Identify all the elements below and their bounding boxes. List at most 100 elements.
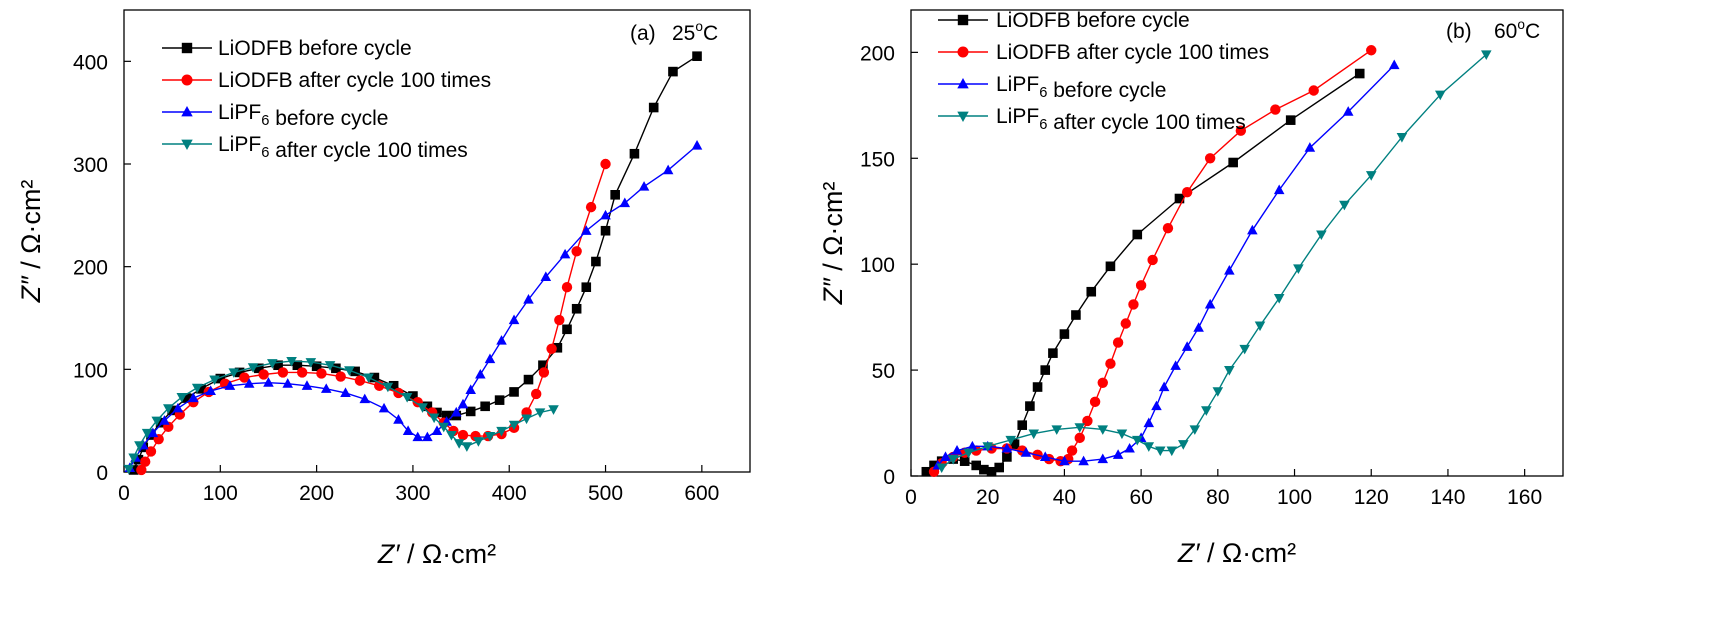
data-point	[1132, 435, 1143, 446]
data-point	[546, 343, 557, 354]
data-point	[548, 405, 559, 415]
data-point	[1189, 425, 1201, 435]
data-point	[258, 369, 269, 380]
legend-label: LiODFB after cycle 100 times	[218, 69, 491, 92]
data-point	[1105, 261, 1116, 272]
data-point	[638, 181, 650, 191]
data-point	[1059, 455, 1070, 466]
data-point	[1105, 358, 1116, 369]
data-point	[1158, 381, 1170, 392]
legend-entry: LiODFB before cycle	[938, 9, 1190, 32]
data-point	[378, 402, 390, 413]
x-tick-label: 140	[1430, 486, 1465, 509]
data-point	[243, 378, 255, 388]
y-axis-title: Z″ / Ω·cm²	[16, 180, 46, 304]
data-point	[600, 158, 611, 170]
data-point	[1193, 322, 1204, 332]
x-axis-title: Z′ / Ω·cm²	[377, 539, 496, 569]
data-point	[292, 360, 303, 371]
x-tick-label: 100	[1277, 486, 1312, 509]
data-point	[959, 456, 970, 466]
data-point	[450, 406, 462, 417]
data-point	[1254, 321, 1266, 332]
data-point	[191, 383, 203, 394]
data-point	[457, 398, 469, 409]
data-point	[1270, 104, 1281, 115]
data-point	[316, 368, 327, 379]
data-point	[453, 439, 465, 449]
data-point	[320, 383, 332, 393]
data-point	[1247, 224, 1258, 235]
data-point	[159, 415, 170, 425]
data-point	[139, 456, 151, 467]
data-point	[354, 375, 366, 386]
data-point	[1178, 440, 1189, 450]
plot-frame	[123, 9, 751, 473]
data-point	[496, 426, 507, 437]
y-tick-label: 0	[96, 462, 108, 485]
legend-label: LiPF6 before cycle	[218, 101, 388, 130]
data-point	[172, 402, 184, 413]
data-point	[163, 404, 174, 414]
data-point	[1235, 125, 1247, 136]
data-point	[1339, 200, 1350, 211]
data-point	[205, 385, 216, 395]
series-3	[932, 59, 1400, 470]
data-point	[282, 378, 294, 388]
data-point	[123, 464, 135, 475]
data-point	[344, 366, 355, 376]
data-point	[324, 361, 336, 371]
data-point	[979, 464, 989, 475]
data-point	[971, 460, 981, 471]
data-point	[580, 225, 592, 235]
data-point	[668, 66, 678, 77]
x-tick-label: 20	[976, 486, 999, 509]
data-point	[1135, 280, 1147, 291]
x-tick-label: 0	[905, 486, 917, 509]
data-point	[301, 380, 313, 390]
data-point	[648, 102, 659, 113]
legend-label: LiODFB before cycle	[218, 37, 412, 60]
legend-marker	[181, 106, 193, 117]
data-point	[1028, 429, 1040, 440]
x-tick-label: 400	[492, 482, 527, 505]
data-point	[986, 466, 997, 477]
data-point	[936, 463, 947, 474]
chart-panel-b: 0 20 40 60 80 100 120 140 160 0 50 100 150 200 Z′ / Ω·…	[818, 9, 1564, 568]
data-point	[267, 359, 278, 369]
data-point	[1151, 400, 1162, 411]
data-point	[141, 428, 153, 439]
y-tick-label: 0	[883, 466, 895, 489]
data-point	[1112, 449, 1124, 459]
y-tick-label: 300	[73, 154, 108, 177]
data-point	[1124, 442, 1135, 453]
data-point	[402, 425, 414, 436]
legend-entry: LiODFB before cycle	[162, 37, 412, 60]
data-point	[963, 448, 974, 459]
data-point	[465, 406, 476, 417]
data-point	[247, 363, 259, 373]
legend-label: LiODFB before cycle	[996, 9, 1190, 32]
data-point	[559, 248, 571, 259]
data-point	[1354, 68, 1365, 79]
data-point	[1308, 85, 1319, 96]
data-point	[1181, 341, 1193, 351]
data-point	[1074, 432, 1085, 444]
data-point	[562, 324, 572, 335]
legend-entry: LiPF6 before cycle	[162, 101, 388, 130]
data-point	[1316, 230, 1327, 241]
data-point	[1342, 106, 1354, 116]
data-point	[540, 271, 552, 282]
data-point	[692, 51, 702, 61]
data-point	[228, 368, 240, 378]
series-1	[128, 51, 702, 475]
series-4	[123, 357, 559, 475]
data-point	[940, 451, 951, 462]
data-point	[494, 395, 505, 405]
data-point	[523, 294, 534, 304]
data-point	[277, 367, 289, 378]
data-point	[1017, 420, 1028, 430]
data-point	[465, 384, 476, 394]
legend-marker	[181, 74, 193, 86]
data-point	[1112, 337, 1124, 348]
